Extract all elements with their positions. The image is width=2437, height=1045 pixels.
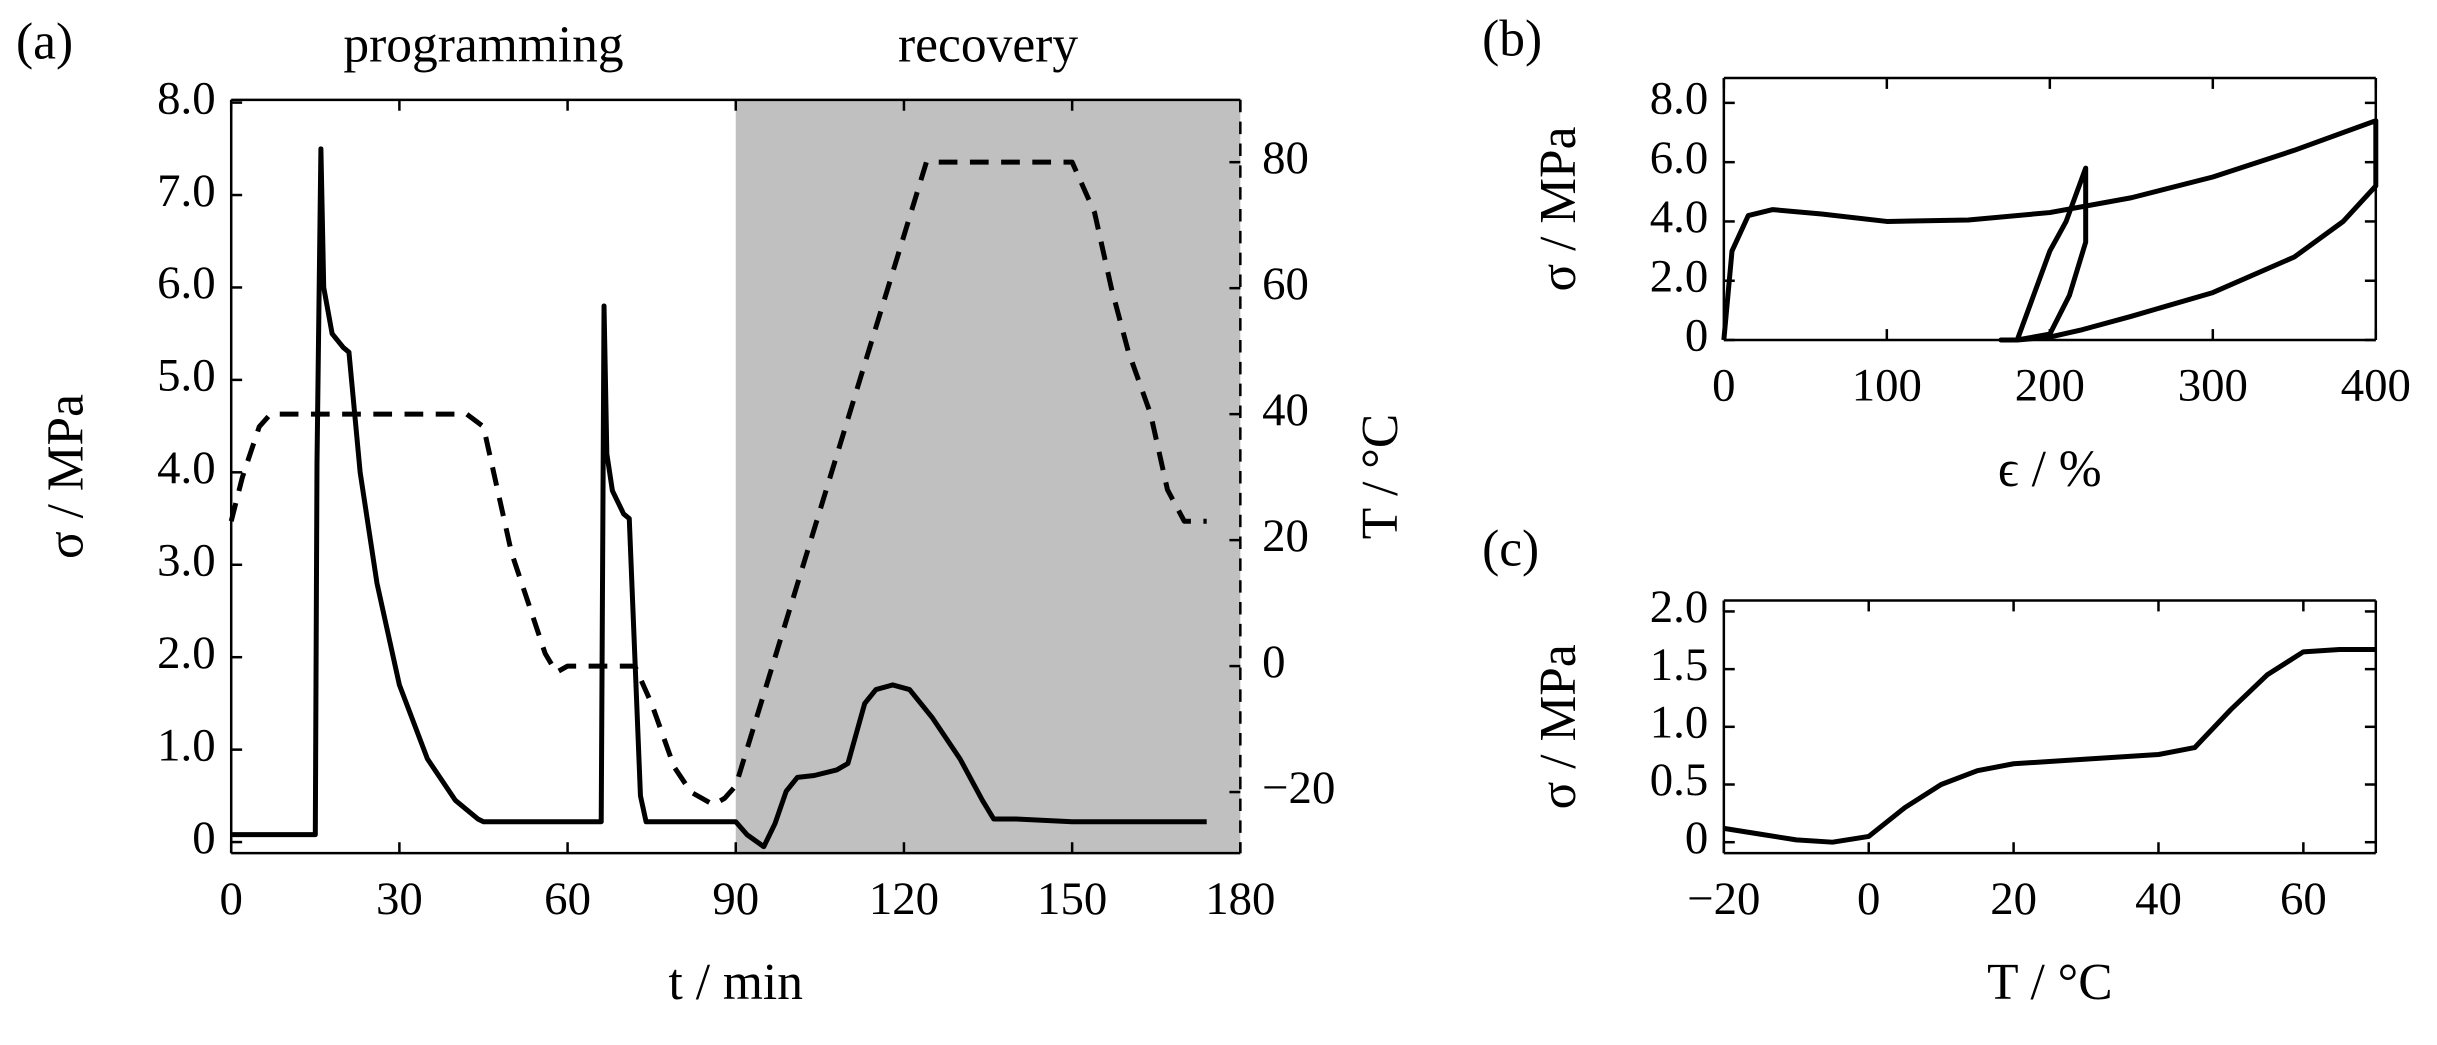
y-tick-label: 2.0 [1650,250,1708,302]
x-tick-label: 40 [2135,873,2182,925]
y-tick-label: 4.0 [1650,191,1708,243]
y-tick-label: 6.0 [157,257,215,309]
x-tick-label: 0 [1712,360,1735,412]
data-line [231,146,1207,850]
x-tick-label: 0 [220,873,243,925]
x-tick-label: 100 [1852,360,1922,412]
y-tick-label: 4.0 [157,442,215,494]
y-tick-label: 1.5 [1650,639,1708,691]
y-tick-label: 0 [1685,310,1708,362]
x-tick-label: 60 [2280,873,2327,925]
annotation: recovery [898,17,1078,74]
y-tick-label: 7.0 [157,165,215,217]
y2-tick-label: −20 [1262,762,1335,814]
x-tick-label: 300 [2178,360,2248,412]
x-tick-label: 200 [2015,360,2085,412]
y-tick-label: 6.0 [1650,132,1708,184]
y-axis-title: σ / MPa [1530,126,1587,291]
x-tick-label: 90 [712,873,759,925]
panel-label: (a) [16,14,73,71]
y-tick-label: 1.0 [157,719,215,771]
y-axis-title: σ / MPa [37,394,94,559]
data-line [1721,118,2379,343]
data-line [228,159,1207,808]
x-tick-label: −20 [1687,873,1760,925]
y-tick-label: 5.0 [157,350,215,402]
y2-tick-label: 0 [1262,636,1285,688]
x-tick-label: 150 [1037,873,1107,925]
x-tick-label: 400 [2341,360,2411,412]
x-tick-label: 30 [376,873,423,925]
y-tick-label: 2.0 [1650,581,1708,633]
y-tick-label: 8.0 [1650,73,1708,125]
y-tick-label: 2.0 [157,627,215,679]
y-tick-label: 8.0 [157,72,215,124]
y-tick-label: 0 [1685,812,1708,864]
x-tick-label: 60 [544,873,591,925]
y2-tick-label: 20 [1262,510,1309,562]
y2-axis-title: T / °C [1352,414,1409,539]
y2-tick-label: 40 [1262,384,1309,436]
shaded-region [735,99,1241,854]
x-tick-label: 0 [1857,873,1880,925]
y-tick-label: 1.0 [1650,697,1708,749]
y2-tick-label: 60 [1262,258,1309,310]
y2-tick-label: 80 [1262,132,1309,184]
x-tick-label: 120 [869,873,939,925]
data-line [1723,647,2376,845]
y-tick-label: 0 [192,812,215,864]
x-tick-label: 20 [1990,873,2037,925]
y-tick-label: 0.5 [1650,754,1708,806]
y-axis-title: σ / MPa [1530,644,1587,809]
annotation: programming [343,17,623,74]
panel-label: (b) [1482,10,1542,67]
x-axis-title: t / min [669,954,803,1011]
x-axis-title: T / °C [1987,954,2112,1011]
x-axis-title: ϵ / % [1998,441,2102,498]
y-tick-label: 3.0 [157,534,215,586]
panel-label: (c) [1482,521,1539,578]
x-tick-label: 180 [1205,873,1275,925]
